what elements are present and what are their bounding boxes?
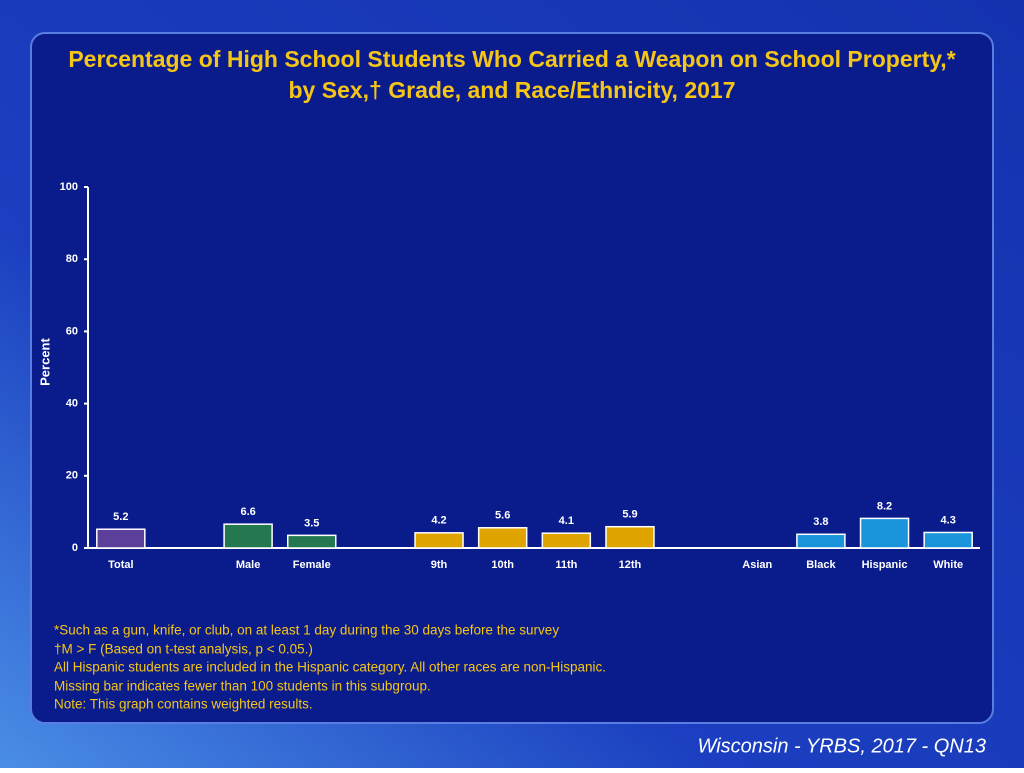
x-tick-label: 10th bbox=[491, 559, 514, 571]
y-tick-label: 0 bbox=[72, 542, 78, 554]
data-label: 3.8 bbox=[813, 516, 828, 528]
bar bbox=[287, 534, 337, 549]
x-tick-label: 9th bbox=[431, 559, 448, 571]
bar bbox=[96, 528, 146, 549]
y-tick-label: 100 bbox=[60, 181, 78, 193]
x-tick-label: 11th bbox=[555, 559, 577, 571]
data-label: 3.5 bbox=[304, 517, 319, 529]
data-label: 8.2 bbox=[877, 500, 892, 512]
data-label: 4.3 bbox=[941, 514, 956, 526]
y-tick-label: 20 bbox=[66, 470, 78, 482]
y-tick-label: 40 bbox=[66, 398, 78, 410]
footnote: †M > F (Based on t-test analysis, p < 0.… bbox=[54, 642, 313, 657]
x-tick-label: Asian bbox=[742, 559, 772, 571]
panel bbox=[30, 32, 994, 724]
x-tick-label: Male bbox=[236, 559, 260, 571]
x-tick-label: Hispanic bbox=[862, 559, 908, 571]
chart-title: Percentage of High School Students Who C… bbox=[68, 46, 956, 103]
data-label: 4.1 bbox=[559, 515, 574, 527]
data-label: 5.6 bbox=[495, 510, 510, 522]
bar bbox=[605, 525, 655, 549]
footnote: *Such as a gun, knife, or club, on at le… bbox=[54, 623, 559, 638]
bar bbox=[859, 517, 910, 549]
x-tick-label: Total bbox=[108, 559, 133, 571]
footer: Wisconsin - YRBS, 2017 - QN13 bbox=[698, 735, 986, 757]
bar bbox=[541, 532, 592, 549]
x-tick-label: 12th bbox=[619, 559, 642, 571]
x-tick-label: Female bbox=[293, 559, 331, 571]
bar bbox=[923, 531, 973, 549]
data-label: 5.9 bbox=[622, 509, 637, 521]
bar bbox=[796, 533, 846, 549]
y-tick-label: 60 bbox=[66, 325, 78, 337]
title-box: Percentage of High School Students Who C… bbox=[68, 46, 956, 103]
data-label: 6.6 bbox=[240, 506, 255, 518]
bar bbox=[477, 527, 528, 549]
x-tick-label: Black bbox=[806, 559, 836, 571]
x-tick-label: White bbox=[933, 559, 963, 571]
footnote: All Hispanic students are included in th… bbox=[54, 660, 606, 675]
footnote: Missing bar indicates fewer than 100 stu… bbox=[54, 679, 431, 694]
y-tick-label: 80 bbox=[66, 253, 78, 265]
data-label: 4.2 bbox=[431, 515, 446, 527]
bar bbox=[223, 523, 273, 549]
bar bbox=[414, 532, 464, 549]
data-label: 5.2 bbox=[113, 511, 128, 523]
footnote: Note: This graph contains weighted resul… bbox=[54, 697, 313, 712]
y-axis-label: Percent bbox=[37, 337, 52, 385]
